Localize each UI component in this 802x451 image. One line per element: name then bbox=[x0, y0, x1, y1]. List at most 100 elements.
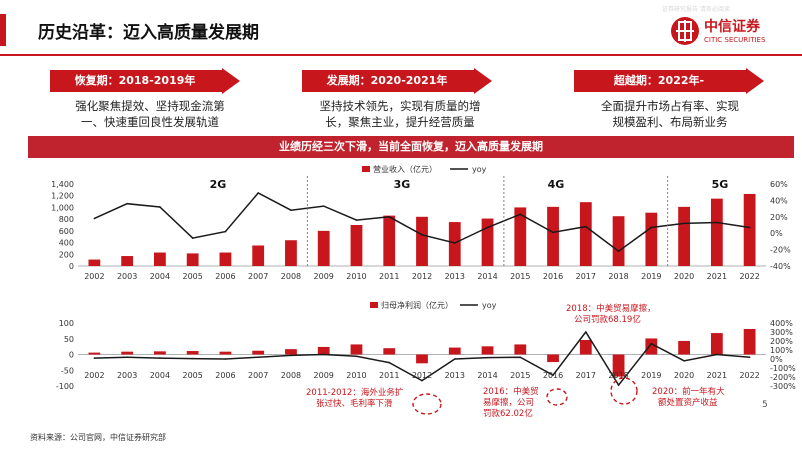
bar bbox=[285, 240, 297, 266]
bar bbox=[383, 348, 396, 355]
x-tick-label: 2019 bbox=[641, 371, 661, 380]
bar bbox=[481, 218, 494, 266]
bar bbox=[350, 225, 363, 266]
bar bbox=[154, 252, 166, 266]
yoy-point bbox=[552, 374, 554, 377]
bar bbox=[678, 340, 690, 355]
x-tick-label: 2020 bbox=[674, 272, 694, 281]
bar bbox=[416, 354, 428, 364]
yoy-point bbox=[322, 353, 325, 356]
bar bbox=[579, 202, 592, 266]
annotation-text: 2011-2012：海外业务扩 bbox=[306, 387, 404, 398]
bar bbox=[710, 333, 723, 355]
y-tick-left: 0 bbox=[69, 351, 74, 360]
bar bbox=[579, 340, 592, 355]
yoy-point bbox=[716, 353, 718, 356]
x-tick-label: 2013 bbox=[445, 371, 465, 380]
bar bbox=[285, 349, 297, 355]
x-tick-label: 2006 bbox=[215, 272, 235, 281]
yoy-point bbox=[322, 205, 325, 207]
bar bbox=[383, 215, 396, 266]
yoy-point bbox=[748, 226, 751, 229]
yoy-point bbox=[617, 384, 620, 386]
bar bbox=[317, 346, 330, 355]
page-title: 历史沿革：迈入高质量发展期 bbox=[38, 23, 259, 43]
x-tick-label: 2007 bbox=[248, 272, 268, 281]
annotation-text: 额处置资产收益 bbox=[658, 397, 718, 408]
bar bbox=[317, 230, 330, 266]
yoy-point bbox=[257, 356, 259, 359]
x-tick-label: 2020 bbox=[674, 371, 694, 380]
phase-desc-surpass: 全面提升市场占有率、实现 规模盈利、布局新业务 bbox=[601, 99, 739, 129]
x-tick-label: 2005 bbox=[182, 371, 202, 380]
y-tick-right: 40% bbox=[770, 196, 788, 205]
title-divider bbox=[0, 54, 802, 56]
bar bbox=[154, 351, 166, 355]
phase-label-surpass: 超越期：2022年- bbox=[613, 74, 705, 87]
x-tick-label: 2007 bbox=[248, 371, 268, 380]
yoy-point bbox=[617, 250, 620, 253]
x-tick-label: 2006 bbox=[215, 371, 235, 380]
x-tick-label: 2003 bbox=[117, 371, 137, 380]
yoy-point bbox=[388, 216, 391, 218]
yoy-point bbox=[355, 219, 358, 221]
company-logo: 证券研究报告 请务必阅读 中信证券 CITIC SECURITIES bbox=[662, 6, 788, 50]
phase-desc-growth: 坚持技术领先，实现有质量的增 长，聚焦主业，提升经营质量 bbox=[319, 99, 481, 129]
bar bbox=[186, 253, 199, 266]
yoy-point bbox=[650, 226, 653, 229]
bar bbox=[612, 216, 625, 266]
bar bbox=[448, 222, 461, 266]
logo-text-cn: 中信证券 bbox=[704, 19, 760, 35]
yoy-point bbox=[486, 356, 489, 359]
page-number: 5 bbox=[762, 400, 768, 410]
bar bbox=[252, 350, 265, 355]
bar bbox=[481, 346, 494, 355]
annotation-text: 2018：中美贸易摩擦， bbox=[566, 303, 656, 314]
y-tick-right: 20% bbox=[770, 213, 788, 222]
source-note: 资料来源：公司官网，中信证券研究部 bbox=[30, 433, 166, 442]
x-tick-label: 2014 bbox=[477, 272, 497, 281]
watermark: 证券研究报告 请务必阅读 bbox=[662, 6, 730, 13]
y-tick-right: -100% bbox=[770, 364, 796, 373]
bar bbox=[710, 198, 723, 266]
y-tick-left: 1,000 bbox=[51, 203, 74, 212]
y-tick-left: 800 bbox=[59, 215, 74, 224]
phase-label-growth: 发展期：2020-2021年 bbox=[326, 74, 448, 87]
bar bbox=[219, 351, 232, 355]
annotation-text: 易摩擦，公司 bbox=[483, 397, 534, 408]
yoy-point bbox=[716, 221, 718, 224]
x-tick-label: 2012 bbox=[412, 272, 432, 281]
bar bbox=[514, 344, 527, 355]
x-tick-label: 2002 bbox=[84, 371, 104, 380]
yoy-point bbox=[453, 358, 456, 360]
summary-banner: 业绩历经三次下滑，当前全面恢复，迈入高质量发展期 bbox=[28, 136, 794, 158]
annotation-text: 罚款62.02亿 bbox=[483, 408, 533, 419]
x-tick-label: 2014 bbox=[477, 371, 497, 380]
bar bbox=[350, 344, 363, 355]
y-tick-left: 100 bbox=[59, 319, 74, 328]
yoy-point bbox=[126, 356, 128, 359]
y-tick-right: 60% bbox=[770, 180, 788, 189]
x-tick-label: 2019 bbox=[641, 272, 661, 281]
y-tick-left: 1,200 bbox=[51, 192, 74, 201]
yoy-point bbox=[585, 331, 587, 333]
era-label: 5G bbox=[712, 178, 729, 191]
x-tick-label: 2015 bbox=[510, 371, 530, 380]
x-tick-label: 2021 bbox=[707, 371, 727, 380]
bar bbox=[448, 347, 461, 355]
yoy-point bbox=[683, 222, 685, 225]
x-tick-label: 2004 bbox=[150, 371, 170, 380]
legend-line-label: yoy bbox=[482, 301, 497, 310]
yoy-point bbox=[748, 356, 751, 359]
bar bbox=[743, 193, 756, 266]
x-tick-label: 2016 bbox=[543, 371, 563, 380]
legend-bar-label: 归母净利润（亿元） bbox=[381, 300, 453, 310]
bar bbox=[121, 256, 134, 266]
bar bbox=[88, 352, 101, 355]
x-tick-label: 2011 bbox=[379, 272, 399, 281]
x-tick-label: 2021 bbox=[707, 272, 727, 281]
yoy-point bbox=[224, 230, 227, 233]
phase-label-recovery: 恢复期：2018-2019年 bbox=[74, 74, 196, 87]
y-tick-left: 1,400 bbox=[51, 180, 74, 189]
